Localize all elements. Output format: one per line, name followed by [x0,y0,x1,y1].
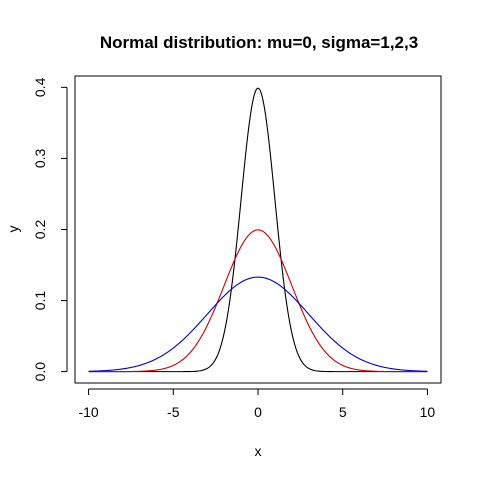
x-tick-label: 0 [254,404,262,420]
curve-sigma-2 [88,229,428,373]
x-tick-label: 10 [420,404,436,420]
x-tick-label: -10 [78,404,98,420]
chart-title: Normal distribution: mu=0, sigma=1,2,3 [100,33,418,52]
y-axis-label: y [5,226,21,233]
curves-group [88,87,428,373]
y-tick-label: 0.3 [32,148,48,168]
x-tick-label: -5 [167,404,180,420]
y-axis: 0.0 0.1 0.2 0.3 0.4 [32,77,68,382]
y-tick-label: 0.1 [32,291,48,311]
x-axis: -10 -5 0 5 10 [78,388,436,420]
curve-sigma-3 [88,276,428,372]
plot-frame [74,75,442,384]
x-tick-label: 5 [339,404,347,420]
x-axis-label: x [255,443,262,459]
y-tick-label: 0.2 [32,220,48,240]
y-tick-label: 0.4 [32,77,48,97]
y-tick-label: 0.0 [32,362,48,382]
